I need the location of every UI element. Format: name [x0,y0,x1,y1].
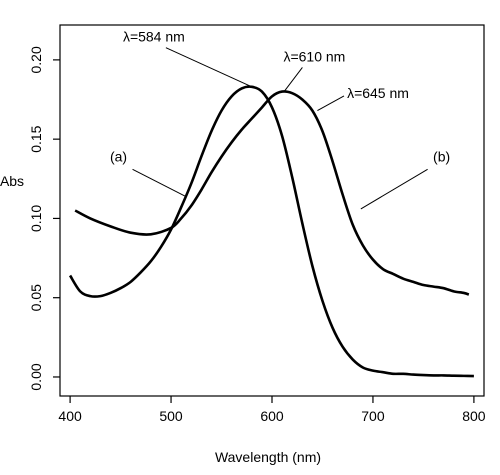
y-tick-label: 0.20 [28,46,44,73]
y-axis-label: Abs [0,173,24,189]
x-tick-label: 600 [260,408,284,424]
y-tick-label: 0.00 [28,363,44,390]
series-line-a [68,85,474,378]
y-tick-label: 0.15 [28,125,44,152]
x-axis-label: Wavelength (nm) [215,449,321,465]
axes: 400 500 600 700 800 0.00 0.05 0.10 0.15 0.20 [28,24,486,424]
annotation-leader [132,168,186,197]
annotation-leader [283,67,303,92]
annotation-label: λ=584 nm [123,29,185,45]
x-tick-label: 400 [58,408,82,424]
annotation-leader [360,168,428,210]
annotation-label: λ=610 nm [283,48,345,64]
annotation-leader [317,95,345,112]
y-tick-label: 0.10 [28,205,44,232]
annotation-label: (b) [433,148,450,164]
y-tick-label: 0.05 [28,284,44,311]
annotation-label: λ=645 nm [347,85,409,101]
annotations: λ=584 nm λ=610 nm λ=645 nm (a) (b) [110,29,450,210]
series-line-b [74,90,470,296]
plot-frame [59,24,485,397]
x-tick-label: 500 [159,408,183,424]
annotation-label: (a) [110,148,127,164]
annotation-leader [165,47,253,88]
x-tick-label: 800 [462,408,486,424]
x-tick-label: 700 [361,408,385,424]
series-lines [68,85,474,378]
